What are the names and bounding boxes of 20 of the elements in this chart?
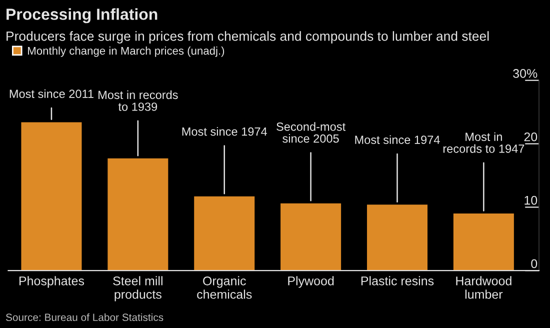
x-tick-label: Steel mill products [113,276,162,302]
annotation: Most in records to 1939 [98,90,178,111]
source-note: Source: Bureau of Labor Statistics [6,313,164,322]
y-tick-label: 10 [524,196,538,205]
legend-label: Monthly change in March prices (unadj.) [28,46,224,57]
annotation: Second-most since 2005 [276,122,346,143]
annotation: Most since 2011 [10,89,94,98]
x-tick-label: Phosphates [19,276,84,288]
annotation: Most since 1974 [355,135,440,144]
x-tick-label: Plywood [288,276,334,288]
y-tick-label: 20 [524,132,538,142]
y-tick-label: 30% [513,69,538,78]
x-tick-label: Organic chemicals [197,276,252,299]
y-tick-label: 0 [531,259,538,268]
x-tick-label: Hardwood lumber [456,276,512,299]
chart-title: Processing Inflation [6,8,158,24]
annotation: Most since 1974 [182,127,267,136]
x-tick-label: Plastic resins [361,276,434,286]
chart-subtitle: Producers face surge in prices from chemicals and compounds to lumber and steel [6,31,489,44]
annotation: Most in records to 1947 [443,132,524,153]
